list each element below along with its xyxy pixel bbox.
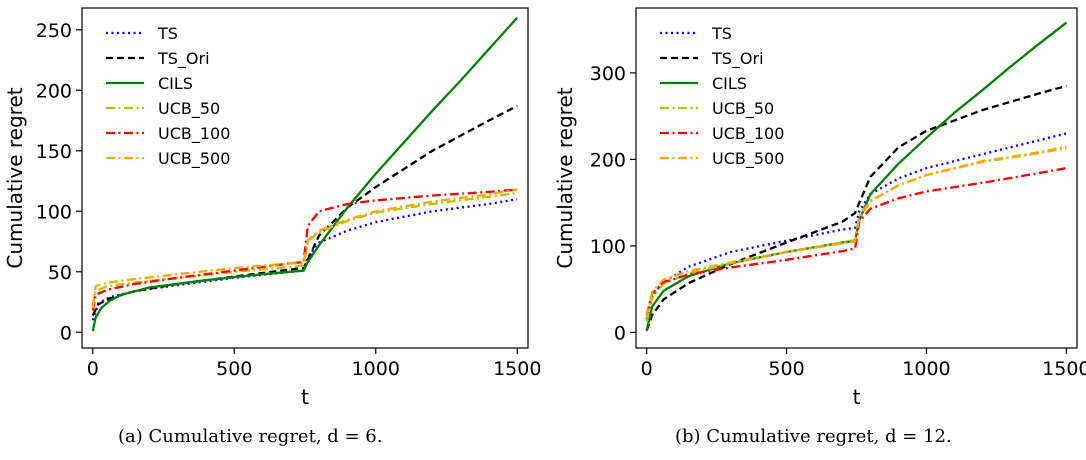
- plot-frame: [81, 7, 529, 349]
- series-line-ucb-50: [91, 191, 518, 306]
- series-line-cils: [91, 16, 519, 332]
- y-tick-label: 200: [590, 149, 626, 171]
- y-axis-label: Cumulative regret: [3, 87, 27, 268]
- plot-area: [645, 21, 1068, 332]
- series-line-ts: [645, 132, 1067, 320]
- y-tick-label: 0: [614, 322, 626, 344]
- y-tick-label: 300: [590, 63, 626, 85]
- y-tick-label: 50: [48, 262, 72, 284]
- legend-label: UCB_500: [712, 149, 784, 169]
- plot-frame: [635, 7, 1078, 349]
- legend-label: TS: [711, 24, 732, 43]
- series-line-ts-ori: [91, 104, 518, 316]
- x-tick-label: 500: [768, 358, 804, 380]
- x-tick-label: 1500: [1042, 358, 1086, 380]
- plot-area: [91, 16, 519, 332]
- x-tick-label: 0: [641, 358, 653, 380]
- legend-label: CILS: [158, 74, 193, 93]
- x-tick-label: 1000: [902, 358, 950, 380]
- x-tick-label: 1500: [493, 358, 540, 380]
- legend: TS TS_Ori CILS UCB_50 UCB_100 UCB_500: [106, 24, 230, 169]
- caption-a: (a) Cumulative regret, d = 6.: [118, 426, 383, 447]
- series-line-ucb-500: [645, 145, 1067, 318]
- x-tick-label: 0: [87, 358, 99, 380]
- x-tick-label: 1000: [352, 358, 400, 380]
- legend-label: TS: [157, 24, 178, 43]
- caption-b: (b) Cumulative regret, d = 12.: [675, 426, 952, 447]
- x-axis-label: t: [853, 385, 861, 409]
- legend-label: TS_Ori: [157, 49, 210, 69]
- series-line-ts-ori: [645, 84, 1067, 332]
- y-tick-label: 100: [36, 201, 72, 223]
- y-tick-label: 200: [36, 80, 72, 102]
- series-line-ucb-500: [91, 188, 518, 309]
- x-axis-label: t: [301, 385, 309, 409]
- y-axis-label: Cumulative regret: [553, 87, 577, 268]
- series-line-cils: [645, 21, 1068, 331]
- y-tick-label: 100: [590, 236, 626, 258]
- legend-label: UCB_50: [712, 99, 774, 119]
- x-tick-label: 500: [216, 358, 252, 380]
- y-tick-label: 250: [36, 20, 72, 42]
- chart-b: 0 500 1000 1500 0 100 200 300 t Cumulative regret…: [553, 7, 1086, 409]
- y-tick-label: 0: [60, 322, 72, 344]
- legend-label: UCB_100: [712, 124, 784, 144]
- y-tick-label: 150: [36, 141, 72, 163]
- legend-label: UCB_500: [158, 149, 230, 169]
- legend-label: UCB_100: [158, 124, 230, 144]
- legend-label: CILS: [712, 74, 747, 93]
- legend-label: UCB_50: [158, 99, 220, 119]
- legend: TS TS_Ori CILS UCB_50 UCB_100 UCB_500: [660, 24, 784, 169]
- series-line-ucb-100: [645, 166, 1067, 316]
- legend-label: TS_Ori: [711, 49, 764, 69]
- series-line-ucb-100: [91, 188, 518, 311]
- chart-a: 0 500 1000 1500 0 50 100 150 200 250 t Cumulative r…: [3, 7, 540, 409]
